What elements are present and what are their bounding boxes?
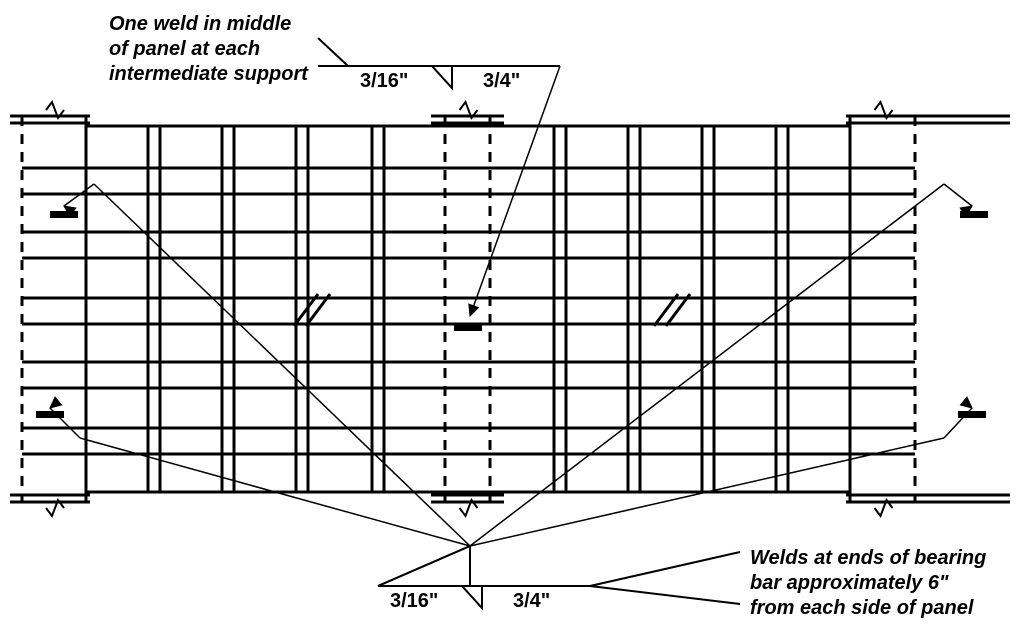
top-note-line3: intermediate support: [109, 63, 308, 85]
top-note-line1: One weld in middle: [109, 13, 291, 35]
grating-weld-diagram: One weld in middle of panel at each inte…: [0, 0, 1024, 638]
bottom-note-line1: Welds at ends of bearing: [750, 547, 986, 569]
bottom-weld-length: 3/4": [513, 590, 550, 613]
diagram-svg: [0, 0, 1024, 638]
bottom-note-line3: from each side of panel: [750, 597, 973, 619]
top-note: One weld in middle of panel at each inte…: [109, 12, 308, 87]
top-weld-length: 3/4": [483, 70, 520, 93]
bottom-note-line2: bar approximately 6": [750, 572, 948, 594]
top-note-line2: of panel at each: [109, 38, 260, 60]
bottom-note: Welds at ends of bearing bar approximate…: [750, 546, 986, 621]
top-weld-size: 3/16": [360, 70, 408, 93]
bottom-weld-size: 3/16": [390, 590, 438, 613]
